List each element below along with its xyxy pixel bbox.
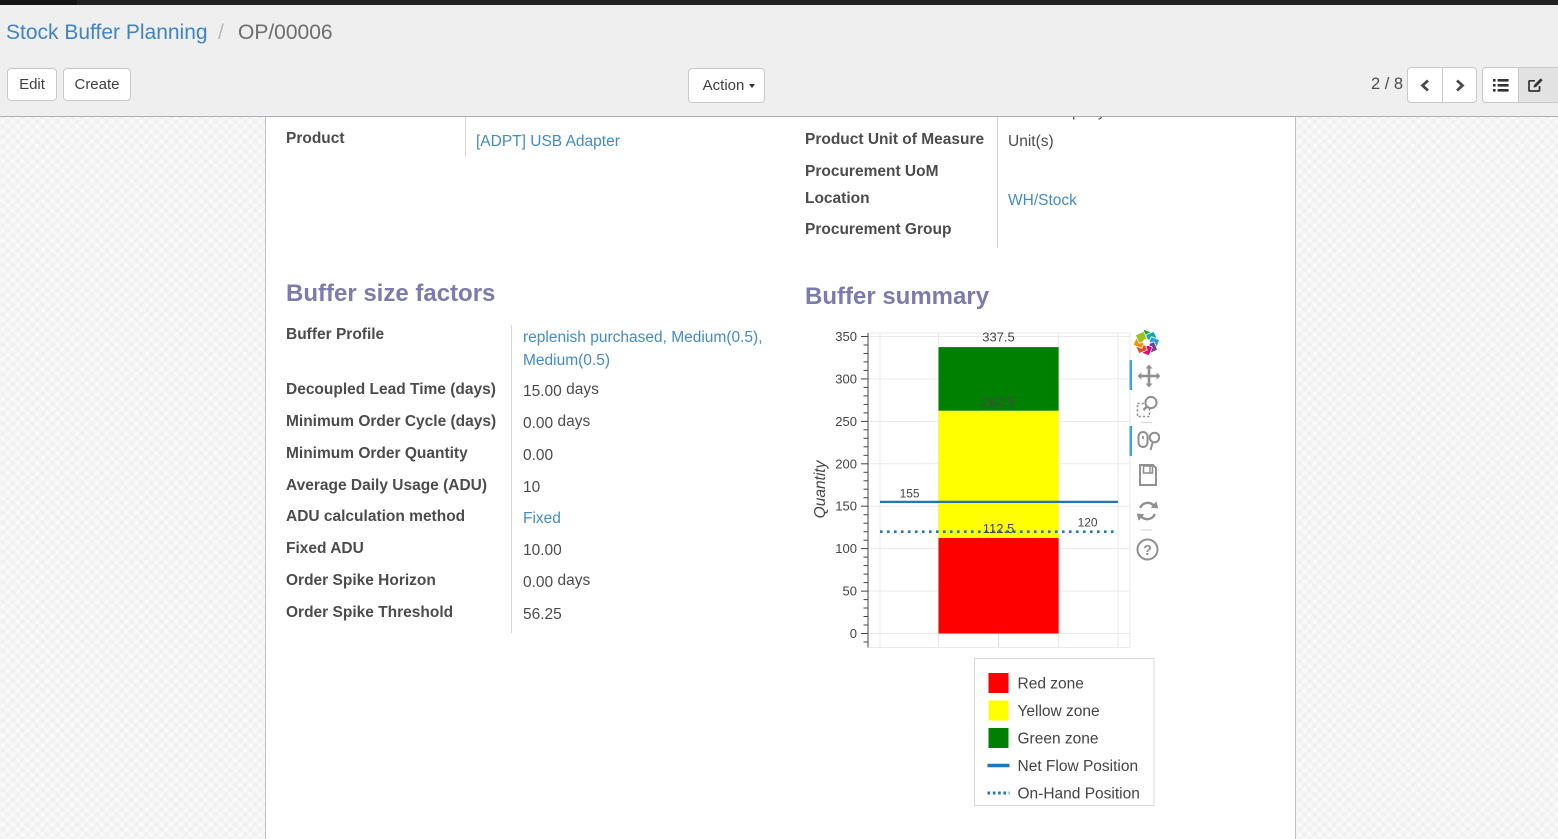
svg-text:200: 200 <box>835 456 857 471</box>
svg-text:Quantity: Quantity <box>812 459 829 518</box>
svg-text:Red zone: Red zone <box>1018 676 1084 693</box>
svg-text:350: 350 <box>835 329 857 344</box>
svg-text:On-Hand Position: On-Hand Position <box>1018 786 1140 803</box>
svg-text:155: 155 <box>900 487 920 501</box>
svg-text:120: 120 <box>1078 516 1098 530</box>
svg-text:300: 300 <box>835 371 857 386</box>
svg-text:100: 100 <box>835 541 857 556</box>
svg-text:150: 150 <box>835 499 857 514</box>
svg-text:262.5: 262.5 <box>982 395 1015 410</box>
svg-text:Net Flow Position: Net Flow Position <box>1018 758 1139 775</box>
svg-text:Yellow zone: Yellow zone <box>1018 703 1100 720</box>
svg-text:112.5: 112.5 <box>983 521 1015 536</box>
svg-text:250: 250 <box>835 414 857 429</box>
svg-text:337.5: 337.5 <box>982 330 1015 345</box>
svg-text:0: 0 <box>850 626 857 641</box>
svg-text:?: ? <box>1143 543 1152 559</box>
svg-text:Green zone: Green zone <box>1018 731 1099 748</box>
svg-text:50: 50 <box>843 584 857 599</box>
